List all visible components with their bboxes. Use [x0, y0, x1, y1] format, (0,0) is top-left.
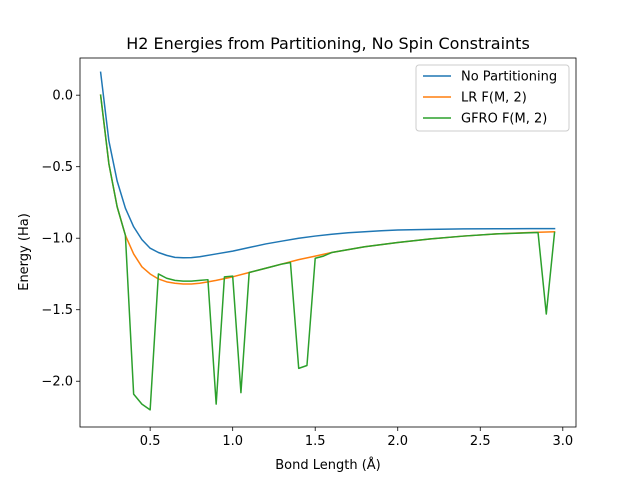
legend: No Partitioning LR F(M, 2) GFRO F(M, 2): [415, 64, 570, 132]
y-axis-label: Energy (Ha): [17, 213, 32, 291]
legend-label: LR F(M, 2): [461, 91, 527, 106]
legend-label: GFRO F(M, 2): [461, 112, 547, 127]
x-axis-label: Bond Length (Å): [275, 457, 381, 473]
y-tick-label: −1.0: [41, 232, 73, 247]
series-line-3: [99, 94, 556, 411]
x-tick-label: 2.5: [470, 434, 491, 449]
x-tick-label: 1.5: [305, 434, 326, 449]
y-tick-label: −1.5: [41, 303, 73, 318]
axes-frame: [79, 57, 577, 428]
plot-area: 0.5 1.0 1.5 2.0 2.5 3.0 0.0 −0.5 −1.0 −1.5 −2.0 No …: [41, 57, 577, 449]
x-tick-label: 3.0: [552, 434, 573, 449]
y-tick-label: −2.0: [41, 375, 73, 390]
legend-label: No Partitioning: [461, 70, 557, 85]
legend-box: [415, 64, 570, 132]
y-tick-label: 0.0: [52, 89, 73, 104]
chart-title: H2 Energies from Partitioning, No Spin C…: [126, 34, 530, 53]
x-tick-label: 0.5: [140, 434, 161, 449]
y-tick-label: −0.5: [41, 160, 73, 175]
series-line-1: [99, 71, 556, 259]
x-tick-label: 2.0: [387, 434, 408, 449]
x-tick-label: 1.0: [222, 434, 243, 449]
